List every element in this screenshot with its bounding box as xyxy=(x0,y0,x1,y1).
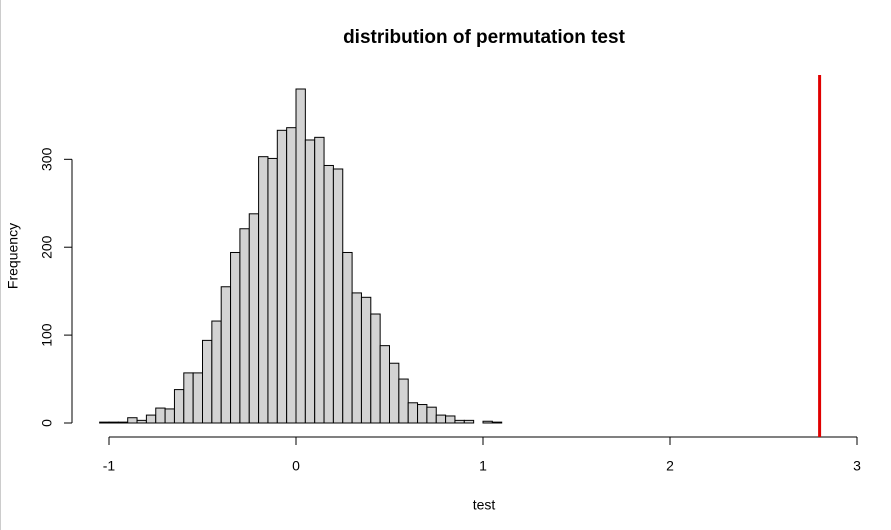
bar xyxy=(445,415,456,424)
y-tick-label: 200 xyxy=(39,235,55,259)
x-tick-label: 3 xyxy=(853,458,861,474)
y-tick-label: 100 xyxy=(39,323,55,347)
bar xyxy=(230,251,241,424)
bar xyxy=(491,421,503,424)
bar xyxy=(248,213,260,424)
bar xyxy=(463,419,475,424)
bar xyxy=(202,339,213,424)
bar xyxy=(145,414,157,424)
x-tick-label: 1 xyxy=(479,458,487,474)
chart-title: distribution of permutation test xyxy=(343,27,625,48)
bar xyxy=(211,320,222,424)
bar xyxy=(398,378,409,424)
bar xyxy=(360,296,372,424)
bar xyxy=(295,88,306,424)
bar xyxy=(183,372,194,424)
bar xyxy=(342,251,353,424)
bar xyxy=(220,286,232,424)
x-tick-label: 2 xyxy=(666,458,674,474)
bar xyxy=(417,404,428,424)
bar xyxy=(426,406,437,424)
bar xyxy=(304,139,316,424)
y-tick-label: 300 xyxy=(39,147,55,171)
bar xyxy=(332,168,344,424)
bar xyxy=(286,127,297,424)
bar xyxy=(407,402,419,424)
bar xyxy=(173,389,185,424)
x-tick-label: 0 xyxy=(292,458,300,474)
bar xyxy=(482,420,493,424)
bar xyxy=(99,421,110,424)
bar xyxy=(127,417,138,424)
bar xyxy=(117,421,129,424)
bar xyxy=(267,157,278,424)
bar xyxy=(155,407,166,424)
bar xyxy=(351,292,362,424)
bar xyxy=(435,414,447,424)
bar xyxy=(379,345,390,424)
bar xyxy=(314,136,325,424)
bar xyxy=(454,419,465,424)
bar xyxy=(239,228,250,424)
bar xyxy=(258,156,269,424)
bar xyxy=(164,408,175,424)
bar xyxy=(108,421,119,424)
y-tick-label: 0 xyxy=(39,419,55,427)
bar xyxy=(192,372,203,424)
y-axis-label: Frequency xyxy=(5,223,21,289)
bar xyxy=(370,313,381,424)
bar xyxy=(389,362,400,424)
bar xyxy=(276,129,288,424)
x-tick-label: -1 xyxy=(103,458,116,474)
bar xyxy=(136,419,147,424)
x-axis-label: test xyxy=(473,497,496,513)
bar xyxy=(323,164,334,424)
